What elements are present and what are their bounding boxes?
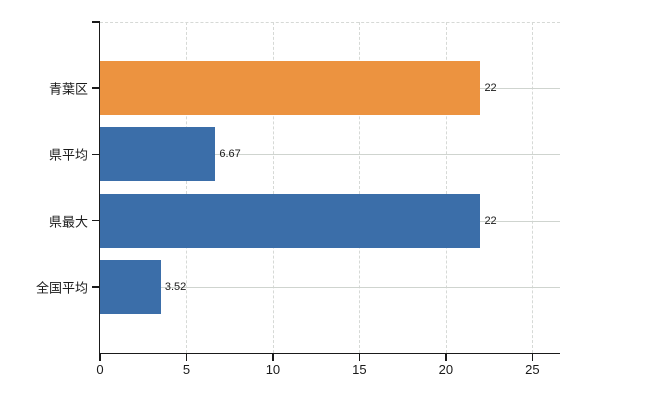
- y-axis-tick: [92, 21, 100, 23]
- x-axis-tick: [272, 354, 274, 361]
- y-axis-tick: [92, 219, 100, 222]
- bar-0: [100, 61, 481, 116]
- x-tick-label-4: 20: [438, 362, 454, 377]
- value-label-0: 22: [484, 82, 497, 95]
- value-label-2: 22: [484, 214, 497, 227]
- x-axis-line: [98, 352, 560, 354]
- value-label-3: 3.52: [164, 280, 187, 293]
- y-axis-tick: [92, 286, 100, 288]
- x-axis-tick: [185, 354, 188, 361]
- x-axis-tick: [99, 354, 101, 361]
- gridline-vertical: [272, 22, 274, 353]
- value-label-1: 6.67: [219, 148, 241, 161]
- gridline-vertical: [532, 22, 534, 353]
- category-label-2: 県最大: [48, 214, 88, 230]
- category-label-3: 全国平均: [35, 280, 88, 296]
- x-axis-tick: [531, 354, 534, 361]
- bar-3: [100, 259, 161, 314]
- y-axis-tick: [92, 153, 100, 156]
- gridline-horizontal: [100, 154, 560, 156]
- plot-top-border: [100, 22, 560, 23]
- y-axis-tick: [92, 87, 100, 89]
- category-label-0: 青葉区: [48, 81, 88, 97]
- gridline-horizontal: [100, 286, 560, 288]
- x-tick-label-3: 15: [352, 362, 367, 377]
- gridline-vertical: [359, 22, 361, 353]
- x-tick-label-1: 5: [182, 362, 191, 377]
- gridline-vertical: [445, 22, 447, 353]
- x-tick-label-5: 25: [525, 362, 540, 377]
- bar-2: [100, 193, 481, 248]
- y-axis-line: [98, 21, 100, 353]
- category-label-1: 県平均: [48, 147, 88, 163]
- gridline-vertical: [186, 22, 188, 353]
- x-axis-tick: [358, 354, 361, 361]
- x-tick-label-2: 10: [265, 362, 281, 377]
- bar-1: [100, 127, 216, 182]
- x-axis-tick: [445, 354, 447, 361]
- x-tick-label-0: 0: [96, 362, 104, 377]
